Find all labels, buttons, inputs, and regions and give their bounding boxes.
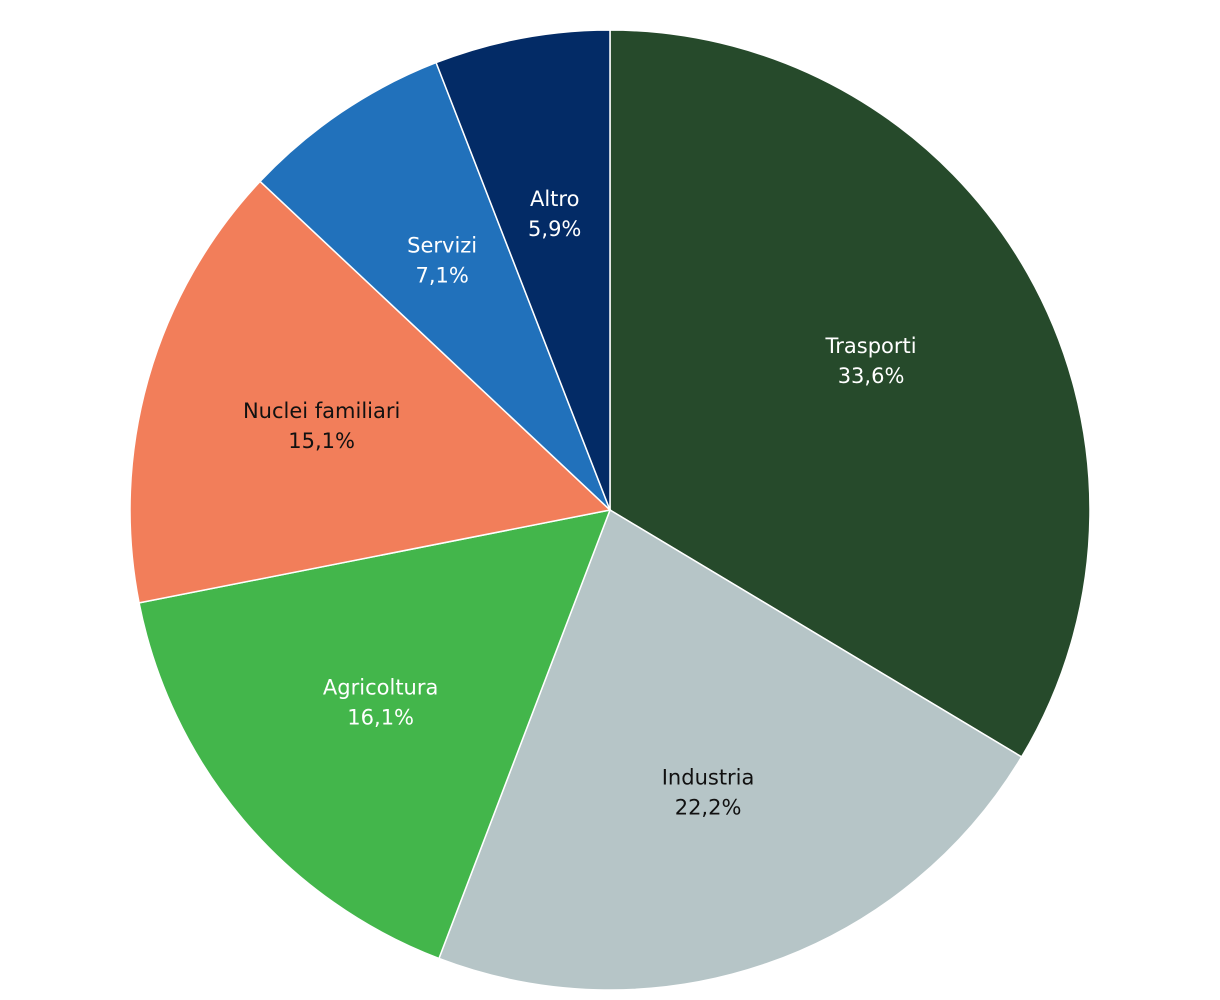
slice-label: Servizi	[407, 233, 477, 257]
pie-slice	[435, 29, 611, 511]
slice-label: Trasporti	[825, 334, 917, 358]
slice-value-label: 16,1%	[347, 705, 414, 729]
pie-slice	[129, 180, 612, 604]
slice-value-label: 22,2%	[675, 796, 742, 820]
slice-value-label: 33,6%	[838, 364, 905, 388]
slice-label: Nuclei familiari	[243, 399, 400, 423]
slice-value-label: 5,9%	[528, 217, 581, 241]
slice-label: Altro	[530, 187, 579, 211]
pie-slice	[609, 29, 1091, 758]
slice-label: Industria	[662, 766, 755, 790]
slice-label: Agricoltura	[323, 675, 438, 699]
pie-slice	[138, 509, 612, 960]
slice-value-label: 7,1%	[415, 263, 468, 287]
slice-value-label: 15,1%	[288, 429, 355, 453]
pie-slice	[437, 508, 1023, 991]
pie-slice	[259, 61, 611, 511]
